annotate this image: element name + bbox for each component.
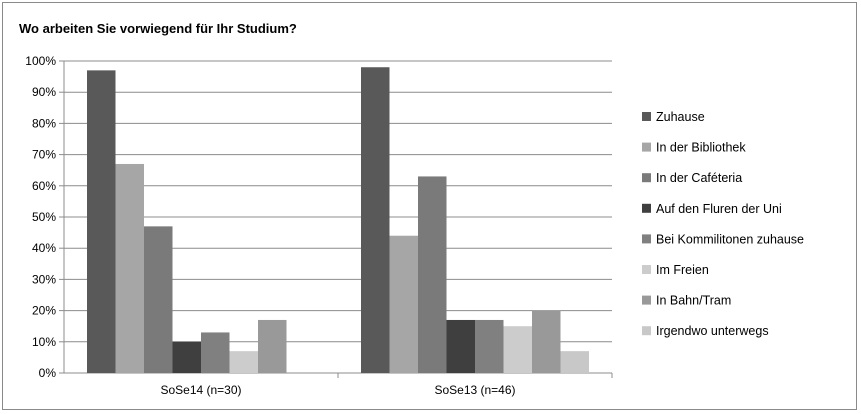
chart-title: Wo arbeiten Sie vorwiegend für Ihr Studi… (19, 21, 297, 36)
y-tick-label: 100% (25, 54, 56, 68)
legend-label: Auf den Fluren der Uni (656, 202, 782, 216)
legend-label: In Bahn/Tram (656, 294, 731, 308)
bar (87, 70, 116, 374)
legend-label: Bei Kommilitonen zuhause (656, 232, 804, 246)
bar (418, 176, 447, 373)
legend-label: In der Bibliothek (656, 141, 746, 155)
y-tick-label: 60% (32, 179, 56, 193)
y-tick-label: 50% (32, 210, 56, 224)
legend-swatch (642, 142, 651, 152)
y-tick-label: 40% (32, 241, 56, 255)
y-tick-label: 80% (32, 116, 56, 130)
bar (361, 67, 390, 374)
y-tick-label: 90% (32, 85, 56, 99)
bar (532, 310, 561, 373)
y-tick-label: 10% (32, 335, 56, 349)
x-tick-label: SoSe13 (n=46) (434, 383, 515, 397)
y-tick-label: 20% (32, 304, 56, 318)
bar (446, 319, 475, 373)
legend-swatch (642, 326, 651, 336)
bar (258, 319, 287, 373)
legend-swatch (642, 295, 651, 305)
bar (201, 332, 230, 373)
bar (115, 163, 144, 373)
bar (560, 351, 589, 373)
legend-swatch (642, 112, 651, 121)
bar (475, 319, 504, 373)
bar (144, 226, 173, 373)
bar (229, 351, 258, 373)
legend-swatch (642, 173, 651, 183)
legend-label: In der Caféteria (656, 171, 742, 185)
legend-swatch (642, 203, 651, 213)
legend-swatch (642, 265, 651, 274)
bar (172, 341, 201, 373)
legend-label: Im Freien (656, 263, 709, 277)
legend-swatch (642, 234, 651, 244)
legend-label: Irgendwo unterwegs (656, 324, 769, 338)
bar (389, 235, 418, 373)
y-tick-label: 70% (32, 148, 56, 162)
legend-label: Zuhause (656, 110, 705, 124)
bar (503, 326, 532, 373)
y-tick-label: 0% (39, 366, 57, 380)
x-tick-label: SoSe14 (n=30) (160, 383, 241, 397)
y-tick-label: 30% (32, 272, 56, 286)
